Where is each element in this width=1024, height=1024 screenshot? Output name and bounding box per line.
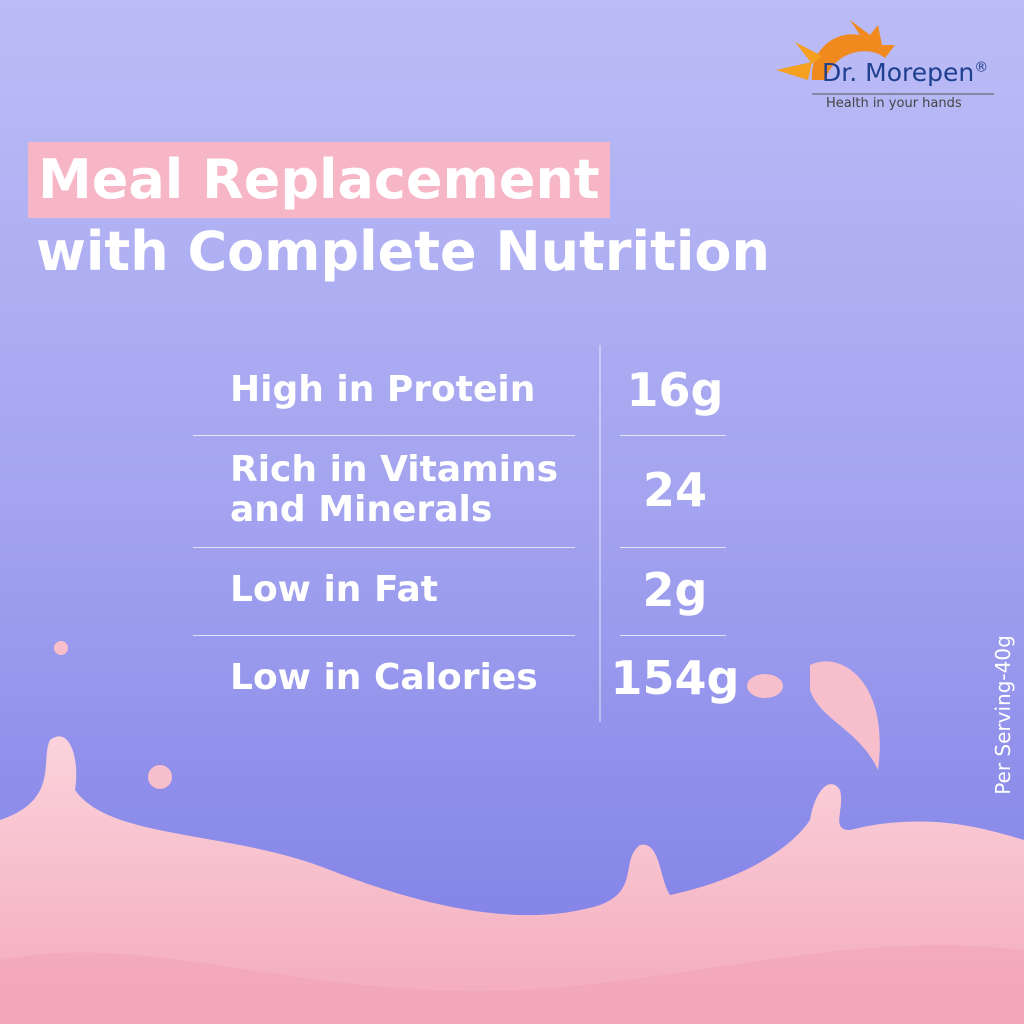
row-separator [193, 435, 575, 436]
row-value: 16g [626, 363, 724, 417]
logo-tagline: Health in your hands [826, 96, 962, 111]
row-separator [620, 635, 726, 636]
registered: ® [974, 59, 989, 76]
row-label: Low in Fat [230, 569, 438, 610]
headline-highlight: Meal Replacement [28, 142, 610, 218]
row-value: 2g [642, 563, 708, 617]
row-separator [193, 547, 575, 548]
row-separator [620, 435, 726, 436]
row-label: Rich in Vitamins [230, 449, 559, 490]
row-label: and Minerals [230, 489, 493, 530]
brand: Dr. Morepen [822, 58, 975, 87]
row-label: High in Protein [230, 369, 536, 410]
footnote: Per Serving-40g [991, 635, 1015, 795]
row-separator [620, 547, 726, 548]
row-label: Low in Calories [230, 657, 538, 698]
row-separator [193, 635, 575, 636]
logo-brand: Dr. Morepen® [822, 58, 988, 87]
row-value: 154g [610, 651, 740, 705]
logo-sun [776, 20, 895, 80]
row-value: 24 [642, 463, 707, 517]
headline: with Complete Nutrition [36, 220, 770, 283]
